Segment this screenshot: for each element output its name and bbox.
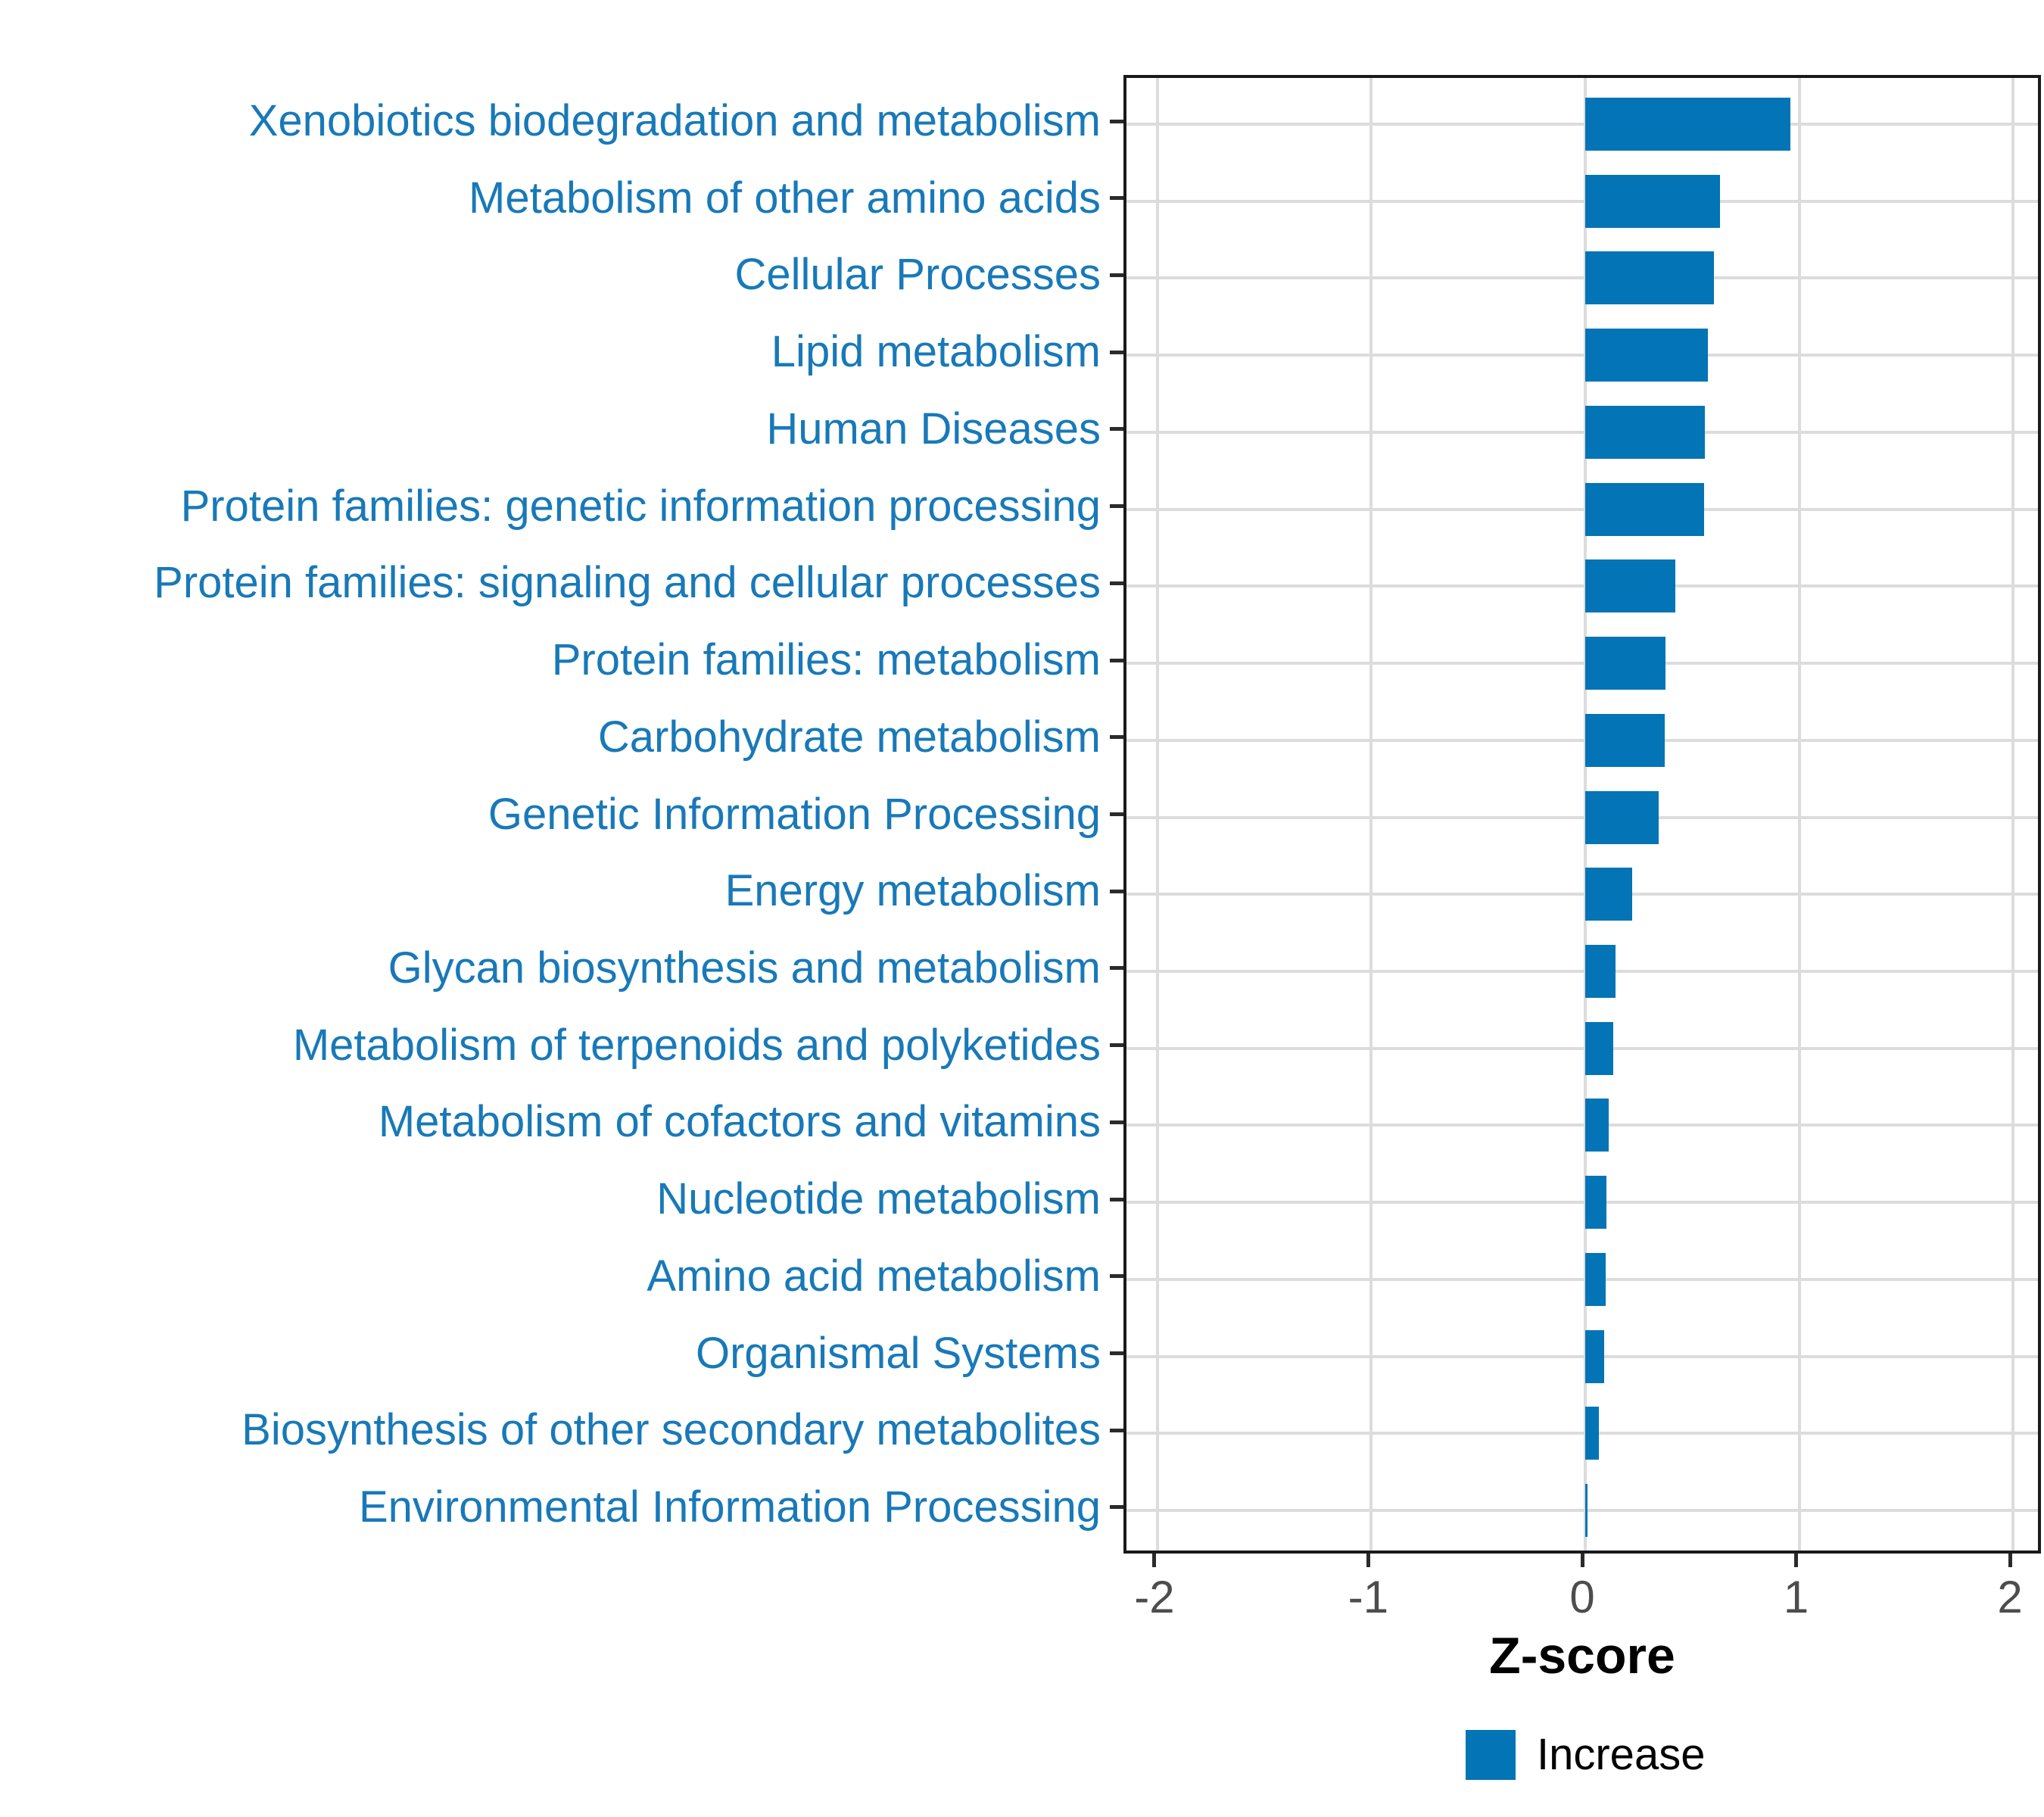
category-label: Energy metabolism	[724, 866, 1101, 916]
x-tick-mark	[1366, 1554, 1370, 1567]
bar	[1585, 174, 1720, 228]
x-tick-mark	[1794, 1554, 1799, 1567]
y-tick-mark	[1110, 119, 1123, 123]
y-gridline	[1126, 1201, 2038, 1205]
bar	[1585, 251, 1714, 305]
y-tick-mark	[1110, 350, 1123, 354]
x-tick-label: 0	[1569, 1572, 1595, 1622]
y-tick-mark	[1110, 1120, 1123, 1124]
y-tick-mark	[1110, 427, 1123, 432]
bar	[1585, 1329, 1605, 1383]
bar	[1585, 98, 1791, 151]
bar	[1585, 559, 1675, 613]
y-tick-mark	[1110, 966, 1123, 971]
x-tick-mark	[1152, 1554, 1157, 1567]
bar	[1585, 1021, 1613, 1075]
category-label: Environmental Information Processing	[358, 1482, 1101, 1532]
bar	[1585, 1483, 1588, 1537]
category-label: Lipid metabolism	[771, 327, 1101, 377]
y-gridline	[1126, 662, 2038, 665]
category-label: Xenobiotics biodegradation and metabolis…	[248, 96, 1101, 146]
y-gridline	[1126, 815, 2038, 819]
x-tick-label: -1	[1348, 1572, 1389, 1622]
category-label: Human Diseases	[766, 404, 1101, 453]
legend-color-swatch	[1466, 1730, 1516, 1780]
y-tick-mark	[1110, 273, 1123, 277]
bar	[1585, 1099, 1609, 1152]
y-gridline	[1126, 430, 2038, 434]
category-label: Carbohydrate metabolism	[597, 712, 1101, 762]
y-tick-mark	[1110, 735, 1123, 740]
category-label: Metabolism of cofactors and vitamins	[378, 1097, 1101, 1147]
category-label: Metabolism of terpenoids and polyketides	[292, 1020, 1101, 1070]
category-label: Protein families: genetic information pr…	[180, 481, 1101, 531]
x-gridline	[1797, 78, 1801, 1551]
y-gridline	[1126, 1508, 2038, 1512]
bar	[1585, 1176, 1607, 1230]
bar	[1585, 329, 1709, 382]
y-gridline	[1126, 507, 2038, 511]
x-tick-mark	[1580, 1554, 1584, 1567]
bar	[1585, 944, 1616, 998]
category-label: Glycan biosynthesis and metabolism	[388, 943, 1101, 993]
plot-panel	[1123, 75, 2041, 1554]
y-tick-mark	[1110, 1428, 1123, 1432]
bar	[1585, 1407, 1600, 1460]
y-tick-mark	[1110, 1043, 1123, 1048]
bar	[1585, 637, 1665, 690]
legend-label: Increase	[1537, 1730, 1706, 1779]
y-gridline	[1126, 354, 2038, 357]
category-label: Protein families: metabolism	[551, 635, 1101, 685]
y-gridline	[1126, 1124, 2038, 1127]
y-tick-mark	[1110, 812, 1123, 816]
category-label: Nucleotide metabolism	[656, 1174, 1101, 1224]
y-tick-mark	[1110, 581, 1123, 585]
y-gridline	[1126, 199, 2038, 203]
x-axis-title: Z-score	[1489, 1627, 1675, 1685]
bar	[1585, 482, 1704, 536]
y-tick-mark	[1110, 658, 1123, 662]
bar	[1585, 1252, 1606, 1306]
category-label: Genetic Information Processing	[488, 789, 1101, 839]
y-gridline	[1126, 969, 2038, 973]
x-tick-label: 1	[1783, 1572, 1809, 1622]
y-tick-mark	[1110, 1505, 1123, 1510]
y-tick-mark	[1110, 504, 1123, 509]
y-gridline	[1126, 584, 2038, 588]
category-label: Biosynthesis of other secondary metaboli…	[241, 1405, 1101, 1455]
bar	[1585, 405, 1706, 459]
bar	[1585, 868, 1633, 921]
y-gridline	[1126, 276, 2038, 280]
bar	[1585, 790, 1659, 844]
category-label: Amino acid metabolism	[647, 1251, 1101, 1301]
y-tick-mark	[1110, 1274, 1123, 1279]
bar	[1585, 713, 1665, 767]
x-gridline	[2011, 78, 2015, 1551]
x-gridline	[1155, 78, 1159, 1551]
x-gridline	[1369, 78, 1373, 1551]
y-tick-mark	[1110, 889, 1123, 893]
category-label: Protein families: signaling and cellular…	[154, 558, 1101, 608]
category-label: Cellular Processes	[734, 250, 1101, 300]
y-gridline	[1126, 1432, 2038, 1435]
y-gridline	[1126, 123, 2038, 126]
y-gridline	[1126, 738, 2038, 742]
y-tick-mark	[1110, 196, 1123, 201]
category-label: Organismal Systems	[695, 1328, 1101, 1378]
y-gridline	[1126, 1046, 2038, 1050]
y-gridline	[1126, 893, 2038, 896]
y-tick-mark	[1110, 1197, 1123, 1201]
y-gridline	[1126, 1354, 2038, 1358]
y-tick-mark	[1110, 1351, 1123, 1356]
x-tick-mark	[2008, 1554, 2012, 1567]
category-label: Metabolism of other amino acids	[469, 173, 1101, 223]
x-tick-label: 2	[1997, 1572, 2023, 1622]
y-gridline	[1126, 1277, 2038, 1281]
x-tick-label: -2	[1134, 1572, 1175, 1622]
